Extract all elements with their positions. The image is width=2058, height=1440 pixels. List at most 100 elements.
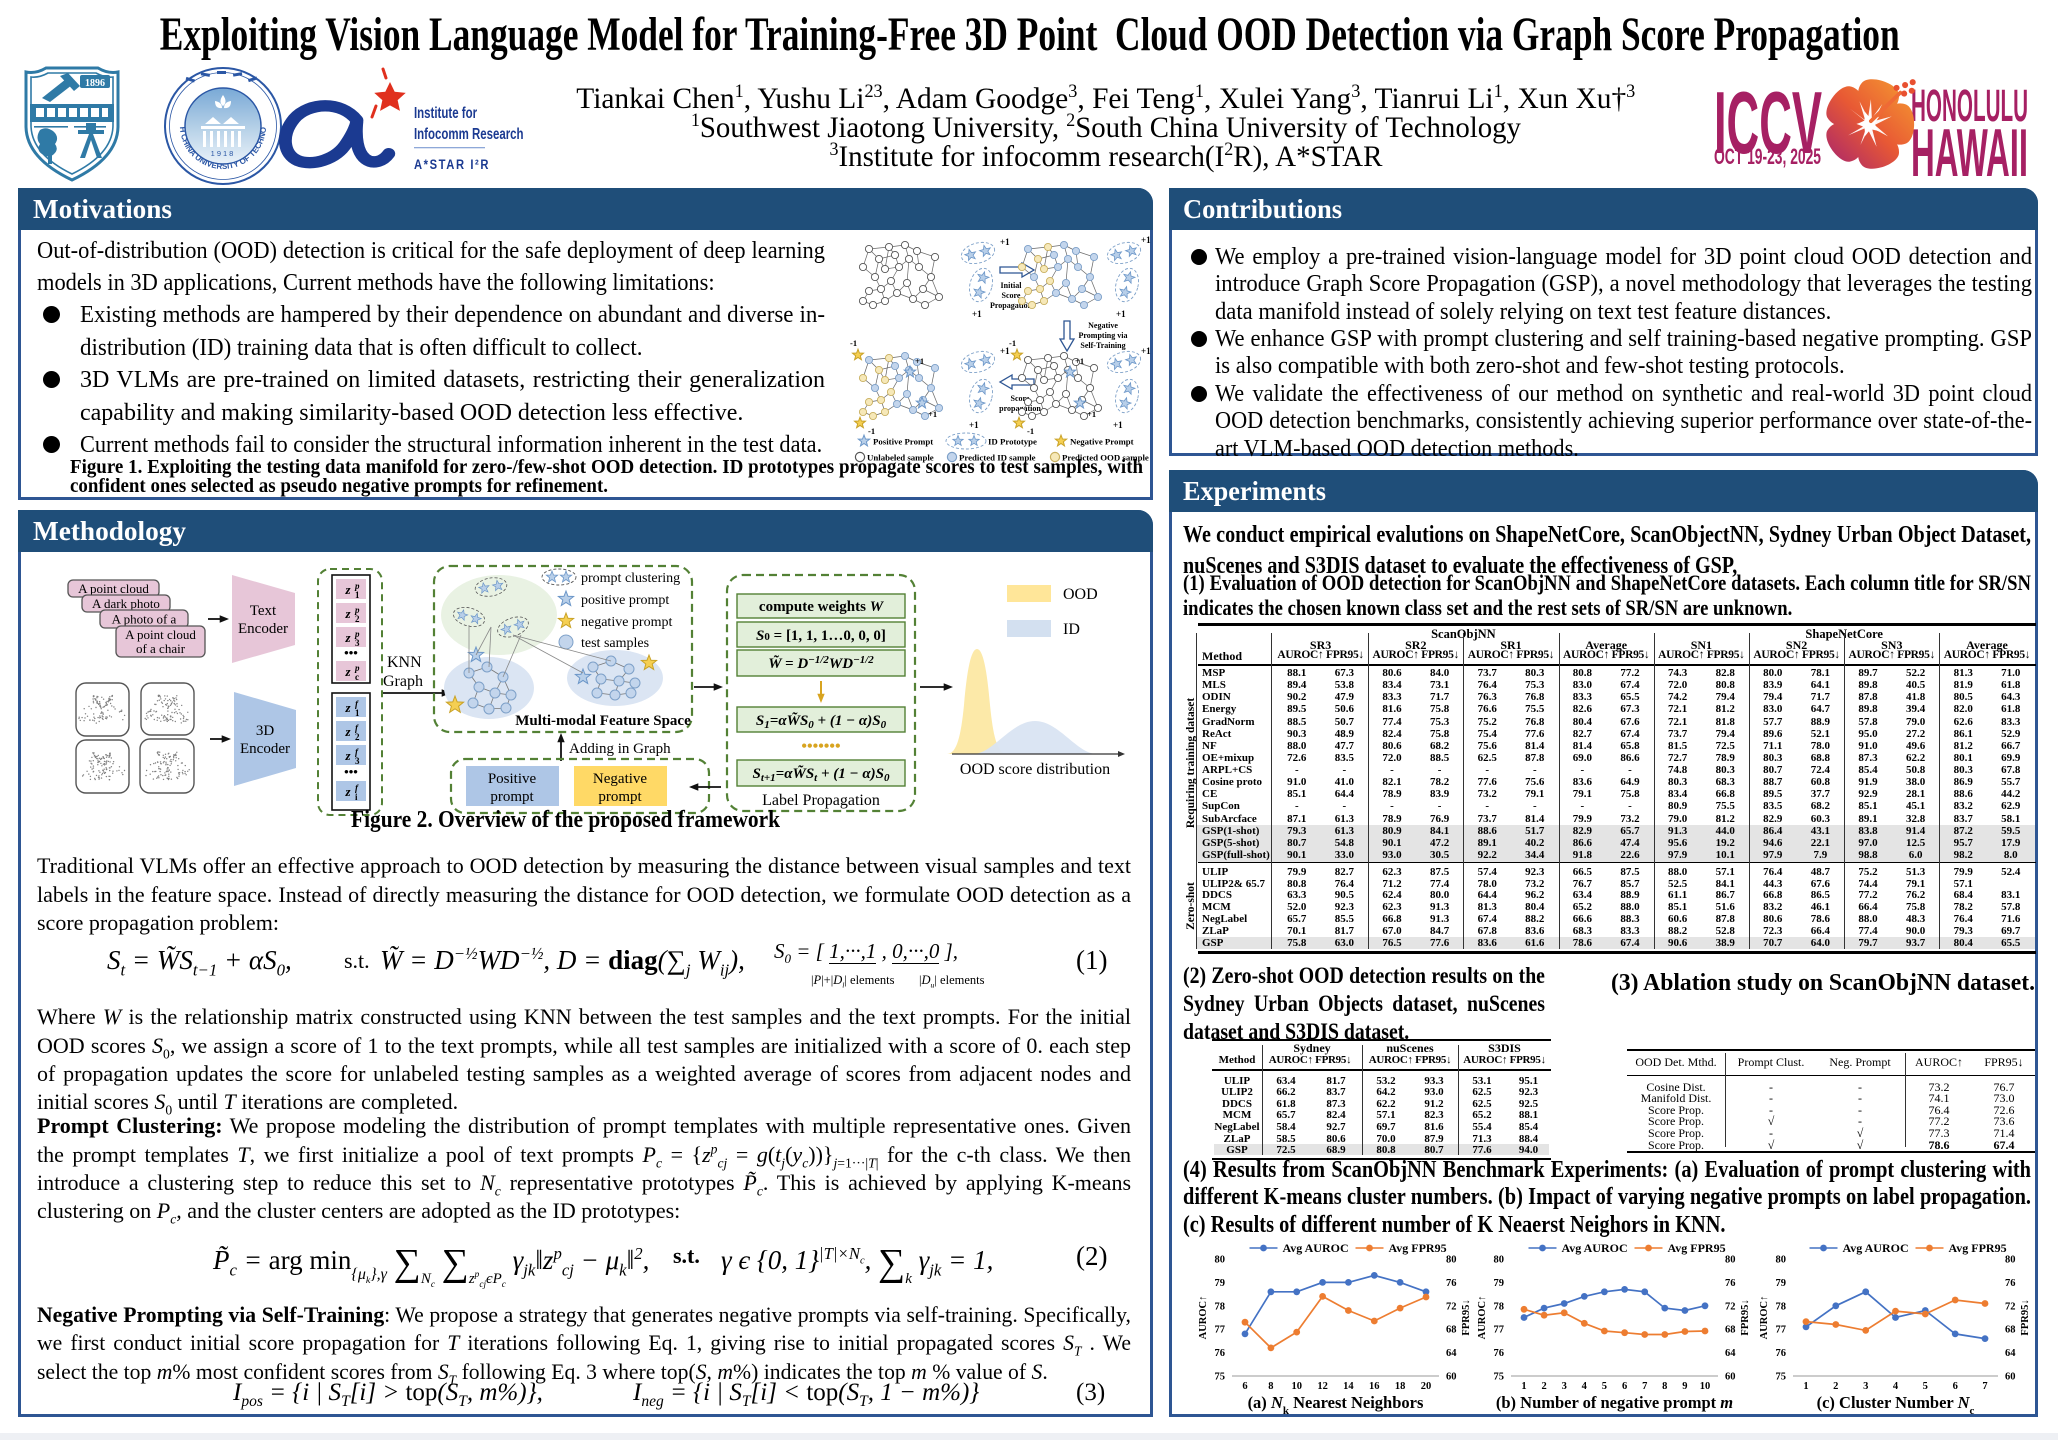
svg-text:12: 12: [1317, 1381, 1328, 1392]
svg-text:10: 10: [1291, 1381, 1302, 1392]
svg-text:7: 7: [1982, 1381, 1987, 1392]
svg-text:72: 72: [1725, 1301, 1736, 1312]
svg-text:+1: +1: [1141, 346, 1151, 356]
svg-text:20: 20: [1421, 1381, 1432, 1392]
svg-text:p: p: [354, 629, 360, 639]
svg-text:z: z: [344, 606, 351, 621]
svg-text:+1: +1: [1087, 409, 1096, 419]
svg-text:AUROC↑: AUROC↑: [1198, 1296, 1209, 1340]
svg-text:8: 8: [1268, 1381, 1273, 1392]
svg-text:78: 78: [1215, 1301, 1226, 1312]
svg-text:(a) Nk Nearest Neighbors: (a) Nk Nearest Neighbors: [1248, 1393, 1424, 1415]
svg-text:(c) Cluster Number Nc: (c) Cluster Number Nc: [1817, 1393, 1975, 1415]
svg-text:-1: -1: [850, 338, 857, 348]
svg-text:8: 8: [1662, 1381, 1667, 1392]
svg-text:75: 75: [1494, 1372, 1505, 1383]
svg-text:77: 77: [1215, 1325, 1226, 1336]
svg-text:77: 77: [1494, 1325, 1505, 1336]
svg-text:68: 68: [1725, 1325, 1736, 1336]
svg-text:-1: -1: [868, 426, 875, 436]
svg-text:OOD: OOD: [1063, 586, 1098, 603]
svg-text:z: z: [344, 700, 351, 715]
svg-text:76: 76: [1446, 1278, 1457, 1289]
svg-text:1: 1: [355, 708, 360, 718]
svg-text:76: 76: [1725, 1278, 1736, 1289]
svg-text:Graph: Graph: [383, 673, 423, 690]
svg-text:79: 79: [1494, 1278, 1505, 1289]
svg-text:W̃ = D−1/2WD−1/2: W̃ = D−1/2WD−1/2: [768, 654, 874, 672]
svg-text:7: 7: [1642, 1381, 1647, 1392]
svg-text:1: 1: [1521, 1381, 1526, 1392]
svg-text:3: 3: [1863, 1381, 1868, 1392]
svg-text:60: 60: [1725, 1372, 1736, 1383]
svg-text:p: p: [354, 581, 360, 591]
svg-text:6: 6: [1622, 1381, 1627, 1392]
svg-text:f: f: [355, 783, 359, 793]
svg-text:FPR95↓: FPR95↓: [1461, 1299, 1472, 1335]
svg-text:Propagation: Propagation: [990, 301, 1033, 310]
svg-text:3: 3: [1562, 1381, 1567, 1392]
svg-text:Score: Score: [1011, 394, 1030, 403]
svg-text:Positive: Positive: [488, 771, 537, 787]
svg-text:Negative: Negative: [1088, 321, 1118, 330]
svg-text:c: c: [355, 672, 359, 682]
svg-text:S0 = [1, 1, 1…0, 0, 0]: S0 = [1, 1, 1…0, 0, 0]: [756, 628, 886, 644]
svg-text:p: p: [354, 605, 360, 615]
svg-text:68: 68: [1446, 1325, 1457, 1336]
svg-text:76: 76: [2005, 1278, 2016, 1289]
svg-text:z: z: [344, 664, 351, 679]
svg-text:Positive Prompt: Positive Prompt: [873, 437, 933, 447]
svg-text:Adding in Graph: Adding in Graph: [569, 741, 671, 757]
svg-text:•••••••: •••••••: [801, 738, 840, 755]
svg-text:80: 80: [1776, 1255, 1787, 1266]
svg-text:80: 80: [1725, 1255, 1736, 1266]
svg-text:Label Propagation: Label Propagation: [762, 792, 880, 809]
svg-text:of a chair: of a chair: [136, 641, 186, 656]
svg-text:77: 77: [1776, 1325, 1787, 1336]
svg-text:(b) Number of negative prompt: (b) Number of negative prompt m: [1496, 1393, 1733, 1412]
svg-text:+1: +1: [1000, 346, 1010, 356]
svg-text:+1: +1: [1116, 309, 1126, 319]
svg-text:Avg FPR95: Avg FPR95: [1668, 1241, 1726, 1255]
svg-text:75: 75: [1215, 1372, 1226, 1383]
svg-text:10: 10: [1700, 1381, 1711, 1392]
svg-text:f: f: [355, 699, 359, 709]
svg-text:14: 14: [1343, 1381, 1354, 1392]
svg-text:3D: 3D: [256, 723, 275, 739]
svg-text:Prompting via: Prompting via: [1079, 331, 1128, 340]
svg-text:+1: +1: [1075, 356, 1084, 366]
svg-text:76: 76: [1215, 1348, 1226, 1359]
svg-text:4: 4: [1893, 1381, 1899, 1392]
svg-text:Infocomm Research: Infocomm Research: [414, 125, 524, 142]
svg-text:St+1=αW̃St + (1 − α)S0: St+1=αW̃St + (1 − α)S0: [752, 764, 890, 784]
svg-text:64: 64: [2005, 1348, 2016, 1359]
svg-text:z: z: [344, 724, 351, 739]
svg-text:4: 4: [1582, 1381, 1588, 1392]
svg-text:•••: •••: [344, 764, 358, 779]
svg-text:+1: +1: [1141, 235, 1151, 245]
svg-text:Initial: Initial: [1001, 281, 1023, 290]
svg-text:1: 1: [355, 590, 360, 600]
svg-text:60: 60: [2005, 1372, 2016, 1383]
svg-text:Negative Prompt: Negative Prompt: [1070, 437, 1134, 447]
svg-text:OOD score distribution: OOD score distribution: [960, 761, 1110, 778]
svg-text:z: z: [344, 630, 351, 645]
svg-text:Avg AUROC: Avg AUROC: [1562, 1241, 1628, 1255]
svg-text:Avg AUROC: Avg AUROC: [1283, 1241, 1349, 1255]
svg-text:5: 5: [1923, 1381, 1928, 1392]
svg-text:A photo of a: A photo of a: [112, 612, 177, 627]
svg-text:p: p: [354, 663, 360, 673]
svg-text:negative prompt: negative prompt: [581, 615, 672, 630]
svg-text:1: 1: [1803, 1381, 1808, 1392]
svg-text:79: 79: [1215, 1278, 1226, 1289]
svg-text:80: 80: [1494, 1255, 1505, 1266]
svg-text:9: 9: [1682, 1381, 1687, 1392]
svg-text:2: 2: [1833, 1381, 1838, 1392]
svg-text:ID: ID: [1063, 621, 1080, 638]
svg-text:+1: +1: [928, 409, 937, 419]
svg-text:AUROC↑: AUROC↑: [1477, 1296, 1488, 1340]
svg-text:+1: +1: [915, 356, 924, 366]
svg-text:positive prompt: positive prompt: [581, 593, 669, 608]
svg-text:Self-Training: Self-Training: [1080, 341, 1125, 350]
svg-text:1896: 1896: [85, 78, 105, 89]
